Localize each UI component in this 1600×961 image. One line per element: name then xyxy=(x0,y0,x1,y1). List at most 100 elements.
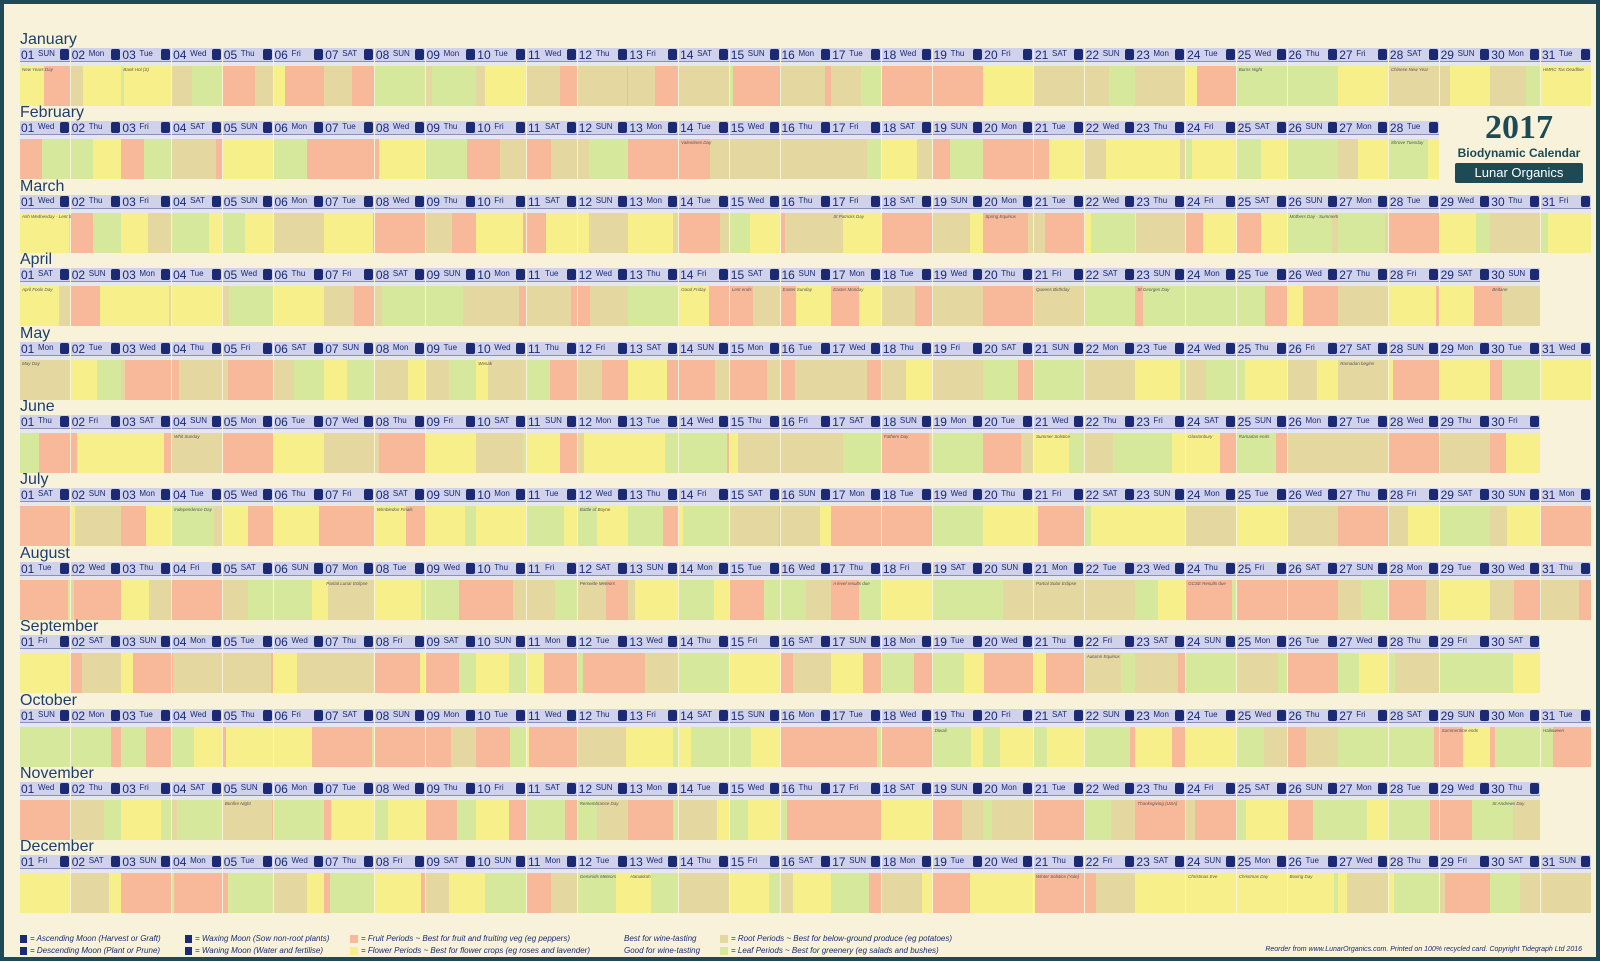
day-cell: 22 Tue xyxy=(1084,561,1135,620)
day-header: 01 SUN xyxy=(20,708,70,723)
weekday-label: SAT xyxy=(38,489,53,499)
day-number: 06 xyxy=(274,782,288,796)
period-segment xyxy=(216,139,223,180)
day-number: 15 xyxy=(730,48,745,62)
hour-ticks xyxy=(476,208,527,213)
day-cell: 13 Mon xyxy=(628,121,679,180)
period-segment xyxy=(527,579,555,620)
period-band xyxy=(831,579,882,620)
period-band xyxy=(780,653,831,694)
hour-ticks xyxy=(932,575,983,580)
day-number: 28 xyxy=(1389,48,1404,62)
period-segment xyxy=(1389,66,1439,106)
hour-ticks xyxy=(1287,869,1338,874)
day-cell: 03 Thu xyxy=(121,561,172,620)
period-segment xyxy=(867,139,882,180)
moon-phase-icon xyxy=(1428,49,1438,60)
weekday-label: Thu xyxy=(1204,562,1218,572)
period-segment xyxy=(523,433,527,473)
hour-ticks xyxy=(1084,649,1135,654)
period-segment xyxy=(1018,359,1034,400)
day-cell: 09 Mon xyxy=(425,48,476,106)
day-header: 24 Tue xyxy=(1186,48,1237,62)
day-cell: 15 Wed xyxy=(729,194,780,253)
period-band xyxy=(1135,800,1186,840)
moon-phase-icon xyxy=(313,489,323,501)
period-segment xyxy=(172,653,174,694)
day-header: 21 Fri xyxy=(1034,488,1084,503)
period-band xyxy=(729,873,780,914)
period-band xyxy=(172,800,223,840)
hour-ticks xyxy=(679,282,730,287)
moon-phase-icon xyxy=(871,49,881,60)
period-segment xyxy=(1244,359,1287,400)
period-segment xyxy=(273,579,312,620)
day-cell: 14 Tue xyxy=(679,194,730,253)
day-header: 04 Mon xyxy=(172,855,223,870)
day-number: 12 xyxy=(578,708,593,723)
day-number: 10 xyxy=(477,708,491,723)
hour-ticks xyxy=(1236,355,1287,360)
title-block: 2017 Biodynamic Calendar Lunar Organics xyxy=(1444,110,1594,183)
period-band xyxy=(121,212,172,253)
weekday-label: Mon xyxy=(646,783,662,792)
period-segment xyxy=(318,506,324,547)
period-segment xyxy=(1439,286,1474,327)
day-header: 25 SUN xyxy=(1236,415,1287,429)
weekday-label: Tue xyxy=(1052,122,1066,132)
day-cell: 15 Fri xyxy=(729,855,780,914)
day-number: 17 xyxy=(832,341,846,356)
weekday-label: Fri xyxy=(1508,416,1518,425)
weekday-label: Thu xyxy=(1052,856,1066,866)
period-segment xyxy=(1006,506,1034,547)
period-segment xyxy=(133,653,172,694)
day-number: 04 xyxy=(173,341,187,356)
day-header: 10 SUN xyxy=(476,635,527,650)
period-band xyxy=(20,139,70,180)
day-number: 14 xyxy=(680,415,694,429)
moon-phase-icon xyxy=(110,709,120,721)
period-segment xyxy=(831,286,860,327)
period-band xyxy=(374,579,425,620)
period-segment xyxy=(1388,433,1401,473)
hour-ticks xyxy=(881,869,932,874)
period-band xyxy=(628,653,679,694)
period-segment xyxy=(1338,873,1348,914)
day-number: 26 xyxy=(1288,488,1302,503)
day-header: 22 Thu xyxy=(1084,415,1135,429)
hour-ticks xyxy=(1287,796,1338,800)
weekday-label: SUN xyxy=(291,562,309,572)
day-number: 10 xyxy=(477,855,491,870)
period-band xyxy=(324,212,375,253)
period-band xyxy=(1388,800,1439,840)
period-segment xyxy=(655,66,679,106)
day-cell: 25 Thu xyxy=(1236,341,1287,400)
moon-phase-icon xyxy=(465,49,475,60)
hour-ticks xyxy=(1287,575,1338,580)
day-cell: 11 Tue xyxy=(527,488,577,547)
weekday-label: Wed xyxy=(342,416,359,425)
moon-phase-icon xyxy=(364,269,374,281)
day-cell: 02 Thu xyxy=(70,782,121,840)
weekday-label: Wed xyxy=(1102,783,1119,792)
period-band xyxy=(780,800,831,840)
weekday-label: Tue xyxy=(545,269,559,279)
period-band xyxy=(1541,726,1591,767)
period-segment xyxy=(1236,433,1276,473)
day-cell: 06 Thu xyxy=(273,268,324,327)
day-cell: 01 SUN xyxy=(20,708,70,767)
day-cell: 31 Mon xyxy=(1541,488,1591,547)
day-number: 08 xyxy=(375,561,390,576)
day-number: 21 xyxy=(1035,635,1049,650)
day-cell: 02 Thu xyxy=(70,194,121,253)
moon-phase-icon xyxy=(921,783,931,794)
day-cell: 10 SAT xyxy=(476,415,527,473)
moon-phase-icon xyxy=(516,122,526,134)
month-row: June 01 Thu 02 Fri 03 SAT 04 SUN Whit Sunday 05 Mon… xyxy=(18,399,1590,474)
weekday-label: Mon xyxy=(1559,489,1575,499)
footer-note: Reorder from www.LunarOrganics.com. Prin… xyxy=(1265,946,1582,953)
day-header: 04 Mon xyxy=(172,635,223,650)
hour-ticks xyxy=(577,62,628,66)
weekday-label: SAT xyxy=(798,856,814,866)
moon-phase-icon xyxy=(1175,856,1185,868)
